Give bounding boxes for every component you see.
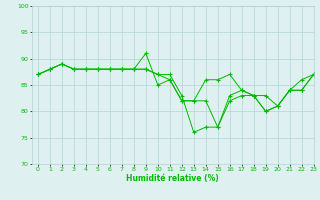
X-axis label: Humidité relative (%): Humidité relative (%)	[126, 174, 219, 183]
